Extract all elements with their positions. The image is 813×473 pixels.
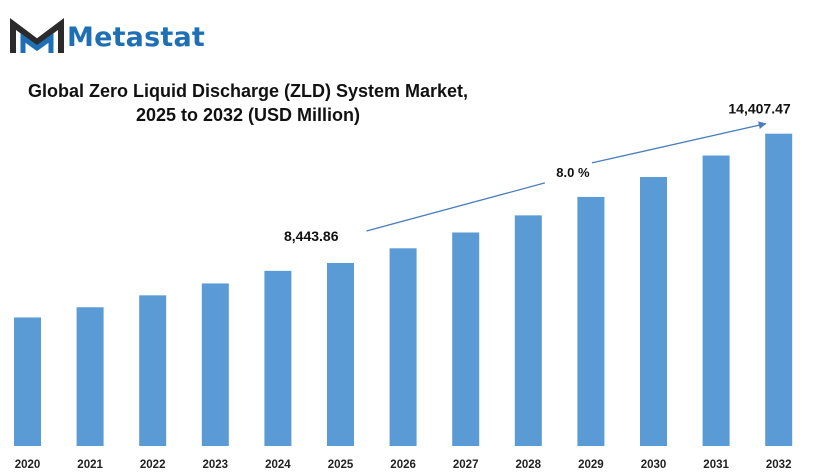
growth-arrow-segment-2 [591,121,767,164]
bar-2026 [389,248,417,446]
bar-2024 [264,270,292,446]
x-tick-label: 2029 [578,459,604,471]
x-tick-label: 2032 [766,459,792,471]
x-tick-label: 2023 [203,459,229,471]
value-label-2025: 8,443.86 [284,228,339,244]
x-tick-label: 2028 [516,459,542,471]
brand-name: Metastat [67,21,206,53]
growth-annotation: 8.0 % [556,165,590,180]
x-tick-label: 2024 [265,459,291,471]
bar-2022 [139,295,167,446]
chart-title-line-1: Global Zero Liquid Discharge (ZLD) Syste… [27,81,469,101]
growth-arrow-segment-1 [366,182,546,232]
bar-2030 [640,176,667,447]
x-tick-label: 2026 [390,459,416,471]
x-tick-label: 2030 [641,459,667,471]
value-label-2032: 14,407.47 [728,101,790,117]
bar-2027 [452,232,480,446]
chart-title: Global Zero Liquid Discharge (ZLD) Syste… [18,79,478,127]
bars-group [14,133,793,447]
chart-title-line-2: 2025 to 2032 (USD Million) [135,105,361,125]
bar-2021 [76,307,104,446]
x-axis-labels: 2020 2021 2022 2023 2024 2025 2026 2027 2028 2029… [15,459,792,471]
metastat-logo: Metastat [10,18,205,56]
bar-2029 [577,196,605,446]
bar-2020 [14,317,41,446]
bar-2031 [702,155,730,446]
bar-2028 [514,215,542,446]
x-tick-label: 2031 [703,459,729,471]
value-labels: 8,443.86 14,407.47 8.0 % [284,101,791,244]
growth-arrows [366,121,767,232]
x-tick-label: 2022 [140,459,166,471]
x-tick-label: 2025 [328,459,354,471]
metastat-logo-icon [10,18,64,53]
bar-2025 [327,262,354,446]
x-tick-label: 2021 [77,459,103,471]
x-tick-label: 2027 [453,459,479,471]
x-tick-label: 2020 [15,459,41,471]
bar-2023 [201,283,229,446]
bar-2032 [765,133,793,446]
